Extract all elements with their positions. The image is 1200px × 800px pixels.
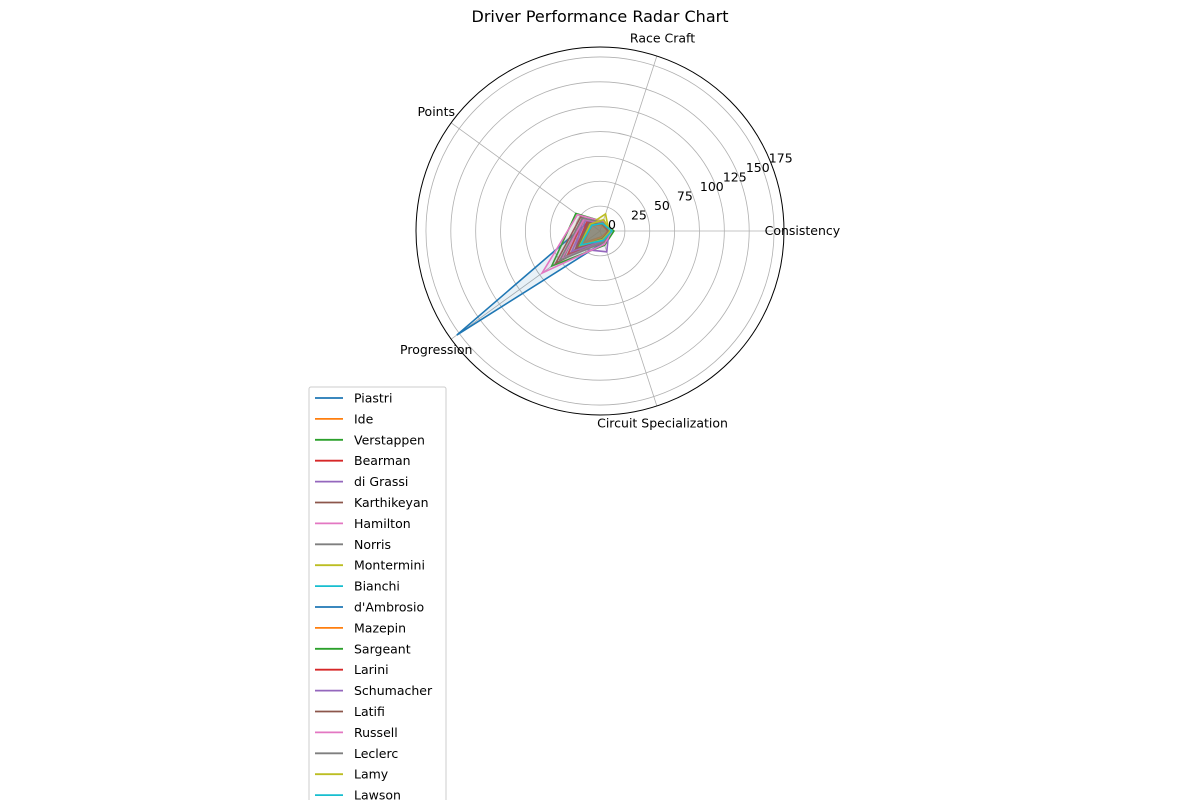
legend-label: Piastri [354, 391, 392, 406]
series-fill [577, 222, 609, 248]
radial-tick-label: 125 [723, 169, 747, 184]
spoke-line [599, 230, 658, 407]
legend-label: Hamilton [354, 516, 411, 531]
axis-labels: Consistency Race Craft Points Progression Ci… [400, 31, 841, 431]
legend-label: Leclerc [354, 746, 398, 761]
legend-label: Bearman [354, 453, 411, 468]
radial-tick-label: 75 [677, 188, 693, 203]
outer-frame [415, 46, 785, 416]
series-fill [579, 223, 608, 246]
legend-label: Verstappen [354, 432, 425, 447]
legend-label: Bianchi [354, 579, 400, 594]
legend-label: Montermini [354, 558, 425, 573]
series-fill [580, 223, 612, 246]
series-fill [575, 222, 610, 249]
series-fill [559, 218, 611, 261]
legend-label: Karthikeyan [354, 495, 429, 510]
radial-tick-label: 150 [746, 160, 770, 175]
series-fill [583, 225, 608, 243]
legend-box [308, 386, 447, 800]
legend-label: di Grassi [354, 474, 408, 489]
legend-label: Mazepin [354, 620, 406, 635]
legend-label: Lamy [354, 767, 389, 782]
series-fill [575, 221, 608, 249]
radial-tick-label: 50 [654, 198, 670, 213]
series-layer [456, 212, 615, 336]
spoke-line [450, 122, 601, 232]
legend-label: Lawson [354, 788, 401, 800]
legend-label: d'Ambrosio [354, 600, 424, 615]
spoke-line [599, 55, 658, 232]
axis-label: Race Craft [630, 31, 695, 46]
radial-tick-label: 25 [631, 207, 647, 222]
chart-title: Driver Performance Radar Chart [472, 7, 729, 26]
legend-label: Latifi [354, 704, 385, 719]
series-fill [563, 218, 610, 258]
series-fill [575, 222, 609, 249]
legend-label: Norris [354, 537, 391, 552]
legend-label: Schumacher [354, 683, 433, 698]
series-fill [561, 219, 611, 260]
series-line [578, 218, 611, 247]
legend-label: Russell [354, 725, 398, 740]
series-line [540, 213, 613, 275]
radial-tick-label: 175 [769, 150, 793, 165]
axis-label: Progression [400, 342, 472, 357]
radial-tick-label: 0 [608, 217, 616, 232]
axis-label: Consistency [765, 223, 841, 238]
legend-label: Larini [354, 662, 389, 677]
axis-label: Circuit Specialization [597, 415, 728, 430]
series-line [579, 222, 614, 247]
legend: Piastri Ide Verstappen Bearman di Grassi Kart… [308, 386, 447, 800]
legend-label: Sargeant [354, 641, 411, 656]
axis-label: Points [417, 104, 455, 119]
series-fill [575, 222, 609, 249]
radial-tick-label: 100 [700, 179, 724, 194]
legend-label: Ide [354, 411, 374, 426]
